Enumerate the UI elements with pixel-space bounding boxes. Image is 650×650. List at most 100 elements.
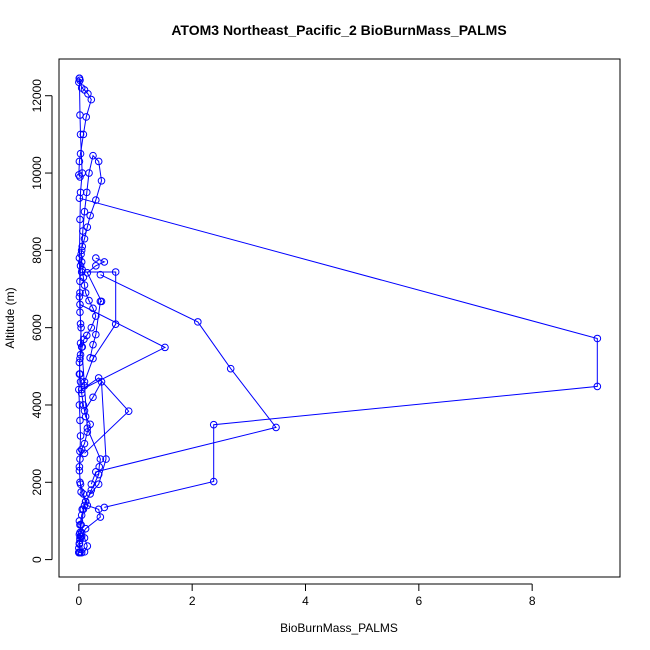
- x-tick-label: 0: [75, 594, 82, 608]
- series-line: [79, 197, 598, 508]
- data-point: [83, 223, 92, 231]
- data-point: [77, 246, 86, 255]
- y-tick-label: 2000: [30, 469, 44, 496]
- data-point: [75, 466, 84, 475]
- data-point: [76, 308, 84, 317]
- data-point: [96, 455, 105, 463]
- data-point: [89, 151, 97, 160]
- data-point: [77, 268, 86, 276]
- data-point: [85, 296, 93, 305]
- data-point: [76, 300, 84, 309]
- data-point: [87, 95, 96, 104]
- data-point: [76, 455, 84, 463]
- data-point: [94, 157, 103, 166]
- data-point: [593, 382, 602, 391]
- data-point: [226, 364, 235, 373]
- data-point: [124, 407, 133, 415]
- data-point: [76, 76, 84, 85]
- data-point: [79, 130, 88, 139]
- data-point: [102, 455, 110, 463]
- data-point: [81, 412, 90, 421]
- data-point: [80, 207, 89, 216]
- data-point: [77, 323, 85, 332]
- data-point: [87, 323, 96, 332]
- x-tick-label: 8: [529, 594, 536, 608]
- data-point: [77, 343, 86, 351]
- data-point: [75, 194, 84, 202]
- data-point: [77, 385, 86, 394]
- data-point: [100, 503, 109, 512]
- data-point: [76, 319, 85, 328]
- data-point: [76, 173, 84, 181]
- data-point: [76, 215, 84, 224]
- data-point: [96, 513, 105, 521]
- data-point: [92, 254, 100, 262]
- data-point: [81, 289, 90, 297]
- data-point: [80, 281, 89, 289]
- data-point: [76, 432, 85, 440]
- data-point: [94, 480, 103, 489]
- data-point: [75, 463, 84, 471]
- data-point: [92, 196, 100, 204]
- data-point: [97, 176, 106, 185]
- data-point: [84, 89, 92, 98]
- data-point: [82, 113, 90, 121]
- y-tick-label: 10000: [30, 156, 44, 190]
- data-point: [97, 377, 106, 386]
- data-point: [272, 423, 280, 432]
- data-point: [89, 304, 97, 313]
- series-line: [81, 271, 117, 382]
- x-tick-label: 2: [189, 594, 196, 608]
- data-point: [77, 258, 86, 266]
- data-point: [76, 536, 84, 545]
- y-axis: 0 2000 4000 6000 8000 10000 12000: [30, 79, 53, 563]
- y-tick-label: 12000: [30, 79, 44, 113]
- data-point: [81, 524, 90, 533]
- data-point: [76, 277, 84, 286]
- series-line: [79, 304, 167, 454]
- data-point: [96, 297, 105, 306]
- data-point: [75, 171, 83, 179]
- data-point: [76, 478, 84, 487]
- data-point: [92, 330, 100, 339]
- chart-title: ATOM3 Northeast_Pacific_2 BioBurnMass_PA…: [171, 22, 506, 38]
- data-point: [75, 401, 84, 409]
- y-tick-label: 0: [30, 556, 44, 563]
- data-point: [86, 354, 94, 362]
- data-point: [80, 377, 89, 386]
- data-point: [75, 292, 84, 301]
- x-tick-label: 6: [415, 594, 422, 608]
- data-point: [83, 428, 92, 436]
- data-point: [78, 505, 87, 514]
- data-point: [78, 242, 87, 251]
- data-point: [100, 258, 109, 266]
- data-point: [89, 393, 97, 402]
- y-axis-label: Altitude (m): [3, 287, 17, 348]
- data-point: [89, 340, 97, 349]
- data-point: [81, 497, 90, 506]
- data-point: [593, 334, 602, 343]
- data-point: [75, 358, 84, 367]
- data-point: [76, 149, 85, 158]
- data-point: [92, 262, 100, 270]
- data-point: [80, 439, 89, 448]
- data-point: [80, 534, 89, 542]
- data-point: [80, 449, 89, 458]
- data-point: [83, 268, 92, 277]
- data-point: [76, 188, 85, 197]
- data-point: [76, 416, 84, 425]
- plot-frame: [58, 58, 621, 578]
- data-point: [75, 548, 83, 557]
- data-point: [209, 420, 218, 429]
- data-point: [80, 501, 89, 510]
- data-point: [79, 227, 87, 235]
- data-point: [75, 157, 84, 166]
- y-tick-label: 6000: [30, 314, 44, 341]
- data-point: [79, 401, 88, 409]
- data-point: [80, 406, 89, 415]
- x-axis: 0 2 4 6 8: [75, 583, 536, 608]
- data-point: [76, 339, 85, 347]
- y-tick-label: 4000: [30, 391, 44, 418]
- data-point: [76, 289, 84, 297]
